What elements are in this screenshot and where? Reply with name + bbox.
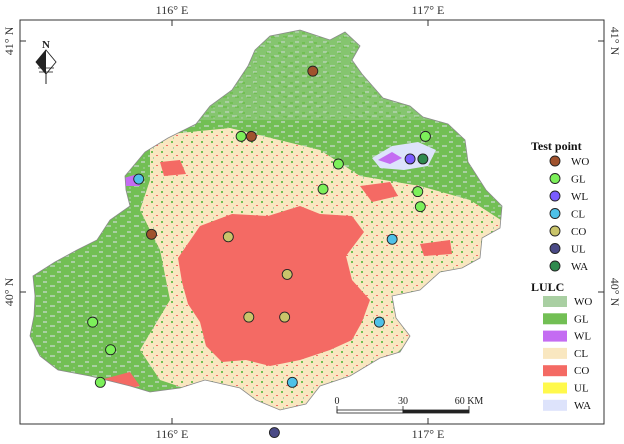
scale-label-30: 30 <box>398 396 408 407</box>
legend-test-point-title: Test point <box>531 139 582 153</box>
legend-point-label-wa: WA <box>571 261 588 273</box>
legend-lulc-classes: WO GL WL CL CO UL WA <box>543 296 592 412</box>
map-frame <box>19 19 605 425</box>
scale-bar: 0 30 60 KM <box>335 396 484 414</box>
test-points-layer <box>87 65 431 439</box>
legend-lulc-label-cl: CL <box>574 348 588 360</box>
test-point-cl-14 <box>386 233 398 245</box>
legend-lulc-swatch-wa <box>543 399 567 411</box>
legend-test-points: WO GL WL CL CO UL WA <box>549 155 589 273</box>
test-point-co-15 <box>281 268 293 280</box>
left-lat-label-40: 40° N <box>2 277 16 306</box>
bottom-lon-label-117: 117° E <box>412 427 445 441</box>
test-point-gl-3 <box>235 130 247 142</box>
test-point-gl-12 <box>414 201 426 213</box>
legend: Test point WO GL WL CL CO UL WA LULC WO GL WL CL C… <box>531 139 592 412</box>
legend-point-swatch-wa <box>549 260 561 272</box>
legend-lulc-label-wa: WA <box>574 400 591 412</box>
test-point-gl-6 <box>332 158 344 170</box>
legend-lulc-swatch-ul <box>543 382 567 394</box>
test-point-wl-8 <box>404 153 416 165</box>
test-point-gl-16 <box>87 316 99 328</box>
test-point-gl-10 <box>317 183 329 195</box>
legend-lulc-label-gl: GL <box>574 313 589 325</box>
legend-lulc-swatch-cl <box>543 347 567 359</box>
left-lat-label-41: 41° N <box>2 26 16 55</box>
legend-lulc-label-ul: UL <box>574 383 589 395</box>
north-arrow-icon: N <box>35 39 57 84</box>
legend-lulc-label-wl: WL <box>574 331 591 343</box>
right-lat-label-40: 40° N <box>608 278 622 307</box>
test-point-wo-4 <box>146 228 157 240</box>
test-point-ul-23 <box>268 427 280 439</box>
legend-point-label-cl: CL <box>571 209 585 221</box>
graticule-ticks <box>20 20 604 424</box>
legend-lulc-label-wo: WO <box>574 296 592 308</box>
legend-point-swatch-cl <box>549 208 561 219</box>
legend-point-swatch-wo <box>549 155 561 167</box>
legend-point-label-wo: WO <box>571 156 589 168</box>
legend-point-label-co: CO <box>571 226 586 238</box>
test-point-cl-22 <box>286 376 298 388</box>
right-lat-label-41: 41° N <box>608 27 622 56</box>
legend-lulc-swatch-gl <box>543 313 567 325</box>
test-point-gl-21 <box>94 376 106 388</box>
legend-point-swatch-ul <box>549 243 561 254</box>
legend-point-label-gl: GL <box>571 174 586 186</box>
scale-label-0: 0 <box>335 396 340 407</box>
north-arrow-label: N <box>42 39 50 51</box>
test-point-gl-20 <box>105 344 117 356</box>
legend-lulc-swatch-wo <box>543 296 567 307</box>
legend-lulc-swatch-wl <box>543 330 567 342</box>
legend-point-label-ul: UL <box>571 244 586 256</box>
test-point-wo-2 <box>245 130 257 142</box>
top-lon-label-117: 117° E <box>412 3 445 17</box>
test-point-co-17 <box>243 311 255 323</box>
test-point-co-18 <box>279 311 291 323</box>
test-point-gl-7 <box>419 130 431 142</box>
bottom-lon-label-116: 116° E <box>156 427 189 441</box>
legend-point-label-wl: WL <box>571 191 588 203</box>
scale-label-60: 60 KM <box>455 396 484 407</box>
legend-point-swatch-gl <box>549 173 561 184</box>
test-point-wo-1 <box>307 65 319 77</box>
top-lon-label-116: 116° E <box>156 3 189 17</box>
test-point-co-13 <box>222 231 234 243</box>
test-point-wa-9 <box>417 153 429 165</box>
legend-lulc-label-co: CO <box>574 365 589 377</box>
test-point-cl-19 <box>373 316 385 328</box>
test-point-gl-11 <box>412 186 424 198</box>
legend-point-swatch-co <box>549 225 561 237</box>
legend-lulc-swatch-co <box>543 365 567 377</box>
legend-lulc-title: LULC <box>531 280 564 294</box>
test-point-cl-5 <box>133 173 145 185</box>
lulc-built-up-zone <box>178 206 370 366</box>
legend-point-swatch-wl <box>549 190 561 202</box>
